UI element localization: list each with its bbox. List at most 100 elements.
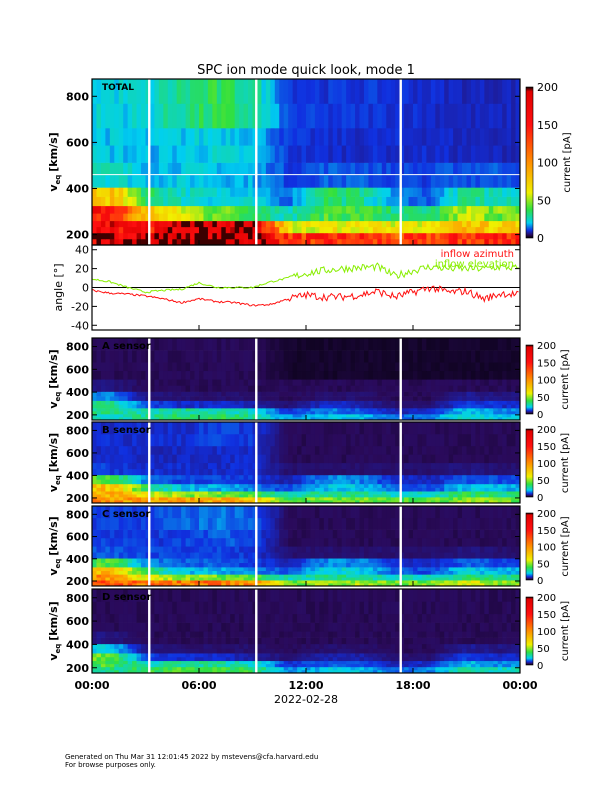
- heatmap-cell: [194, 570, 200, 575]
- heatmap-cell: [332, 479, 338, 485]
- heatmap-cell: [470, 400, 476, 405]
- heatmap-cell: [372, 562, 378, 568]
- heatmap-cell: [141, 562, 146, 568]
- heatmap-cell: [484, 577, 490, 581]
- heatmap-cell: [488, 583, 494, 587]
- heatmap-cell: [426, 462, 432, 470]
- heatmap-cell: [256, 391, 262, 397]
- heatmap-cell: [453, 213, 458, 222]
- heatmap-cell: [341, 483, 347, 488]
- heatmap-cell: [444, 196, 450, 207]
- heatmap-cell: [363, 411, 369, 415]
- heatmap-cell: [404, 570, 409, 575]
- heatmap-cell: [265, 196, 271, 207]
- heatmap-cell: [279, 196, 285, 207]
- heatmap-cell: [127, 213, 133, 222]
- heatmap-cell: [319, 414, 325, 418]
- heatmap-cell: [506, 127, 512, 146]
- heatmap-cell: [190, 404, 195, 409]
- heatmap-cell: [306, 238, 311, 246]
- heatmap-cell: [462, 145, 467, 163]
- heatmap-cell: [314, 145, 320, 163]
- heatmap-cell: [234, 570, 240, 575]
- heatmap-cell: [484, 583, 490, 587]
- heatmap-cell: [154, 491, 160, 495]
- heatmap-cell: [332, 474, 338, 480]
- heatmap-cell: [355, 404, 360, 409]
- heatmap-cell: [185, 145, 191, 163]
- heatmap-cell: [390, 491, 396, 495]
- heatmap-cell: [323, 479, 329, 485]
- heatmap-cell: [466, 580, 472, 584]
- heatmap-cell: [417, 162, 423, 176]
- heatmap-cell: [404, 226, 409, 234]
- heatmap-cell: [439, 411, 445, 415]
- heatmap-cell: [154, 145, 160, 163]
- heatmap-cell: [221, 570, 227, 575]
- heatmap-cell: [172, 196, 178, 207]
- heatmap-cell: [109, 396, 115, 401]
- heatmap-cell: [310, 338, 316, 351]
- heatmap-cell: [306, 445, 311, 455]
- heatmap-cell: [288, 220, 294, 228]
- heatmap-cell: [243, 417, 249, 421]
- heatmap-cell: [319, 404, 325, 409]
- heatmap-cell: [323, 396, 329, 401]
- heatmap-cell: [123, 396, 129, 401]
- heatmap-cell: [274, 362, 280, 372]
- heatmap-cell: [127, 583, 133, 587]
- heatmap-cell: [92, 552, 97, 559]
- heatmap-cell: [279, 570, 285, 575]
- heatmap-cell: [158, 497, 164, 501]
- heatmap-cell: [328, 103, 334, 129]
- heatmap-cell: [225, 445, 231, 455]
- heatmap-cell: [506, 479, 512, 485]
- heatmap-cell: [274, 422, 280, 435]
- heatmap-cell: [261, 445, 267, 455]
- heatmap-cell: [274, 583, 280, 587]
- heatmap-cell: [185, 574, 191, 578]
- heatmap-cell: [310, 494, 316, 498]
- heatmap-cell: [96, 238, 102, 246]
- heatmap-cell: [421, 232, 427, 240]
- heatmap-cell: [141, 570, 146, 575]
- heatmap-cell: [292, 162, 298, 176]
- heatmap-cell: [475, 577, 481, 581]
- heatmap-cell: [319, 213, 325, 222]
- heatmap-cell: [252, 385, 258, 392]
- heatmap-cell: [194, 494, 200, 498]
- heatmap-cell: [359, 417, 365, 421]
- heatmap-cell: [435, 497, 441, 501]
- heatmap-cell: [207, 468, 213, 476]
- heatmap-cell: [230, 422, 236, 435]
- heatmap-cell: [185, 474, 191, 480]
- heatmap-cell: [288, 350, 294, 363]
- heatmap-cell: [439, 400, 445, 405]
- heatmap-cell: [341, 491, 347, 495]
- heatmap-cell: [332, 558, 338, 563]
- heatmap-cell: [350, 494, 356, 498]
- heatmap-cell: [270, 232, 276, 240]
- heatmap-cell: [181, 370, 187, 380]
- heatmap-cell: [96, 562, 102, 568]
- heatmap-cell: [270, 187, 276, 197]
- heatmap-cell: [488, 474, 494, 480]
- heatmap-cell: [404, 379, 409, 386]
- heatmap-cell: [123, 468, 129, 476]
- heatmap-cell: [301, 162, 307, 176]
- heatmap-cell: [372, 205, 378, 214]
- heatmap-cell: [163, 174, 169, 188]
- heatmap-cell: [466, 468, 472, 476]
- heatmap-cell: [114, 570, 120, 575]
- heatmap-cell: [96, 422, 102, 435]
- legend-azimuth: inflow azimuth: [441, 249, 514, 260]
- heatmap-cell: [332, 562, 338, 568]
- heatmap-cell: [493, 174, 499, 188]
- heatmap-cell: [216, 474, 222, 480]
- heatmap-cell: [109, 103, 115, 129]
- heatmap-cell: [141, 174, 146, 188]
- heatmap-cell: [479, 396, 485, 401]
- heatmap-cell: [256, 174, 262, 188]
- heatmap-cell: [265, 103, 271, 129]
- heatmap-cell: [301, 232, 307, 240]
